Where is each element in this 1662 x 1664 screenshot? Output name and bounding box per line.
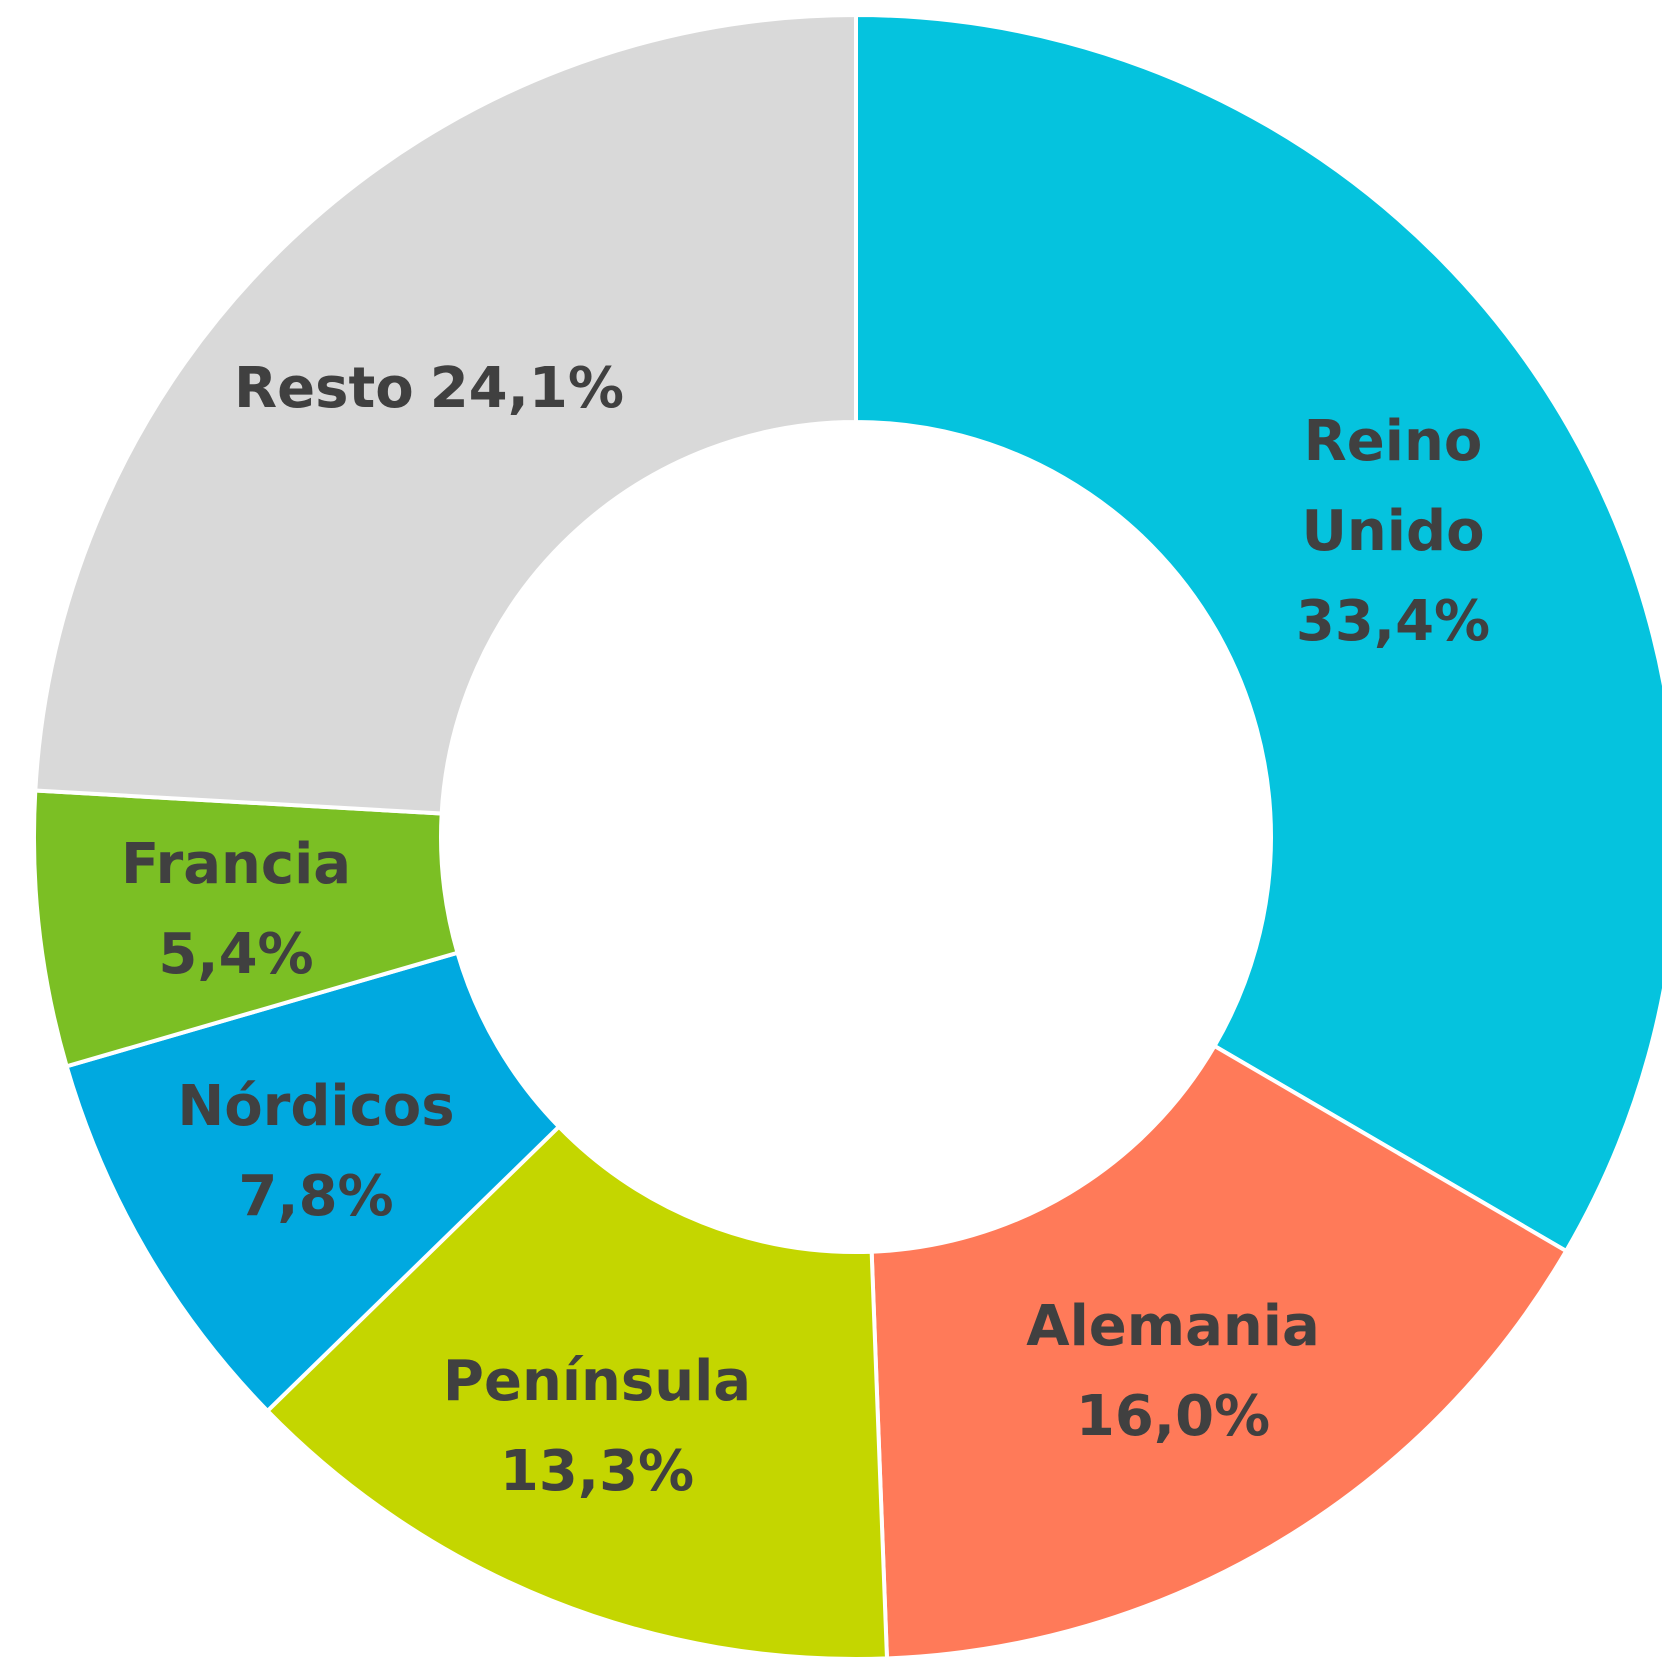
slice-label: Alemania 16,0% xyxy=(1026,1294,1320,1449)
donut-slice xyxy=(869,1043,1569,1661)
value-label: 7,8% xyxy=(238,1164,393,1229)
slice-label: Resto 24,1% xyxy=(234,356,624,421)
donut-slice xyxy=(854,12,1662,1254)
slice-label: Reino Unido 33,4% xyxy=(1296,409,1490,654)
slice-label: Francia 5,4% xyxy=(121,832,351,987)
category-label: Reino Unido xyxy=(1301,409,1484,564)
donut-slice xyxy=(264,1123,890,1661)
value-label: 5,4% xyxy=(158,922,313,987)
value-label: 16,0% xyxy=(1076,1384,1270,1449)
donut-slice xyxy=(33,12,858,816)
category-label: Francia xyxy=(121,832,351,897)
category-label: Resto xyxy=(234,356,414,421)
category-label: Alemania xyxy=(1026,1294,1320,1359)
category-label: Península xyxy=(443,1349,751,1414)
donut-slice xyxy=(64,950,562,1414)
category-label: Nórdicos xyxy=(177,1074,454,1139)
slice-label: Nórdicos 7,8% xyxy=(177,1074,454,1229)
value-label: 33,4% xyxy=(1296,589,1490,654)
slice-label: Península 13,3% xyxy=(443,1349,751,1504)
value-label: 24,1% xyxy=(430,356,624,421)
value-label: 13,3% xyxy=(500,1439,694,1504)
